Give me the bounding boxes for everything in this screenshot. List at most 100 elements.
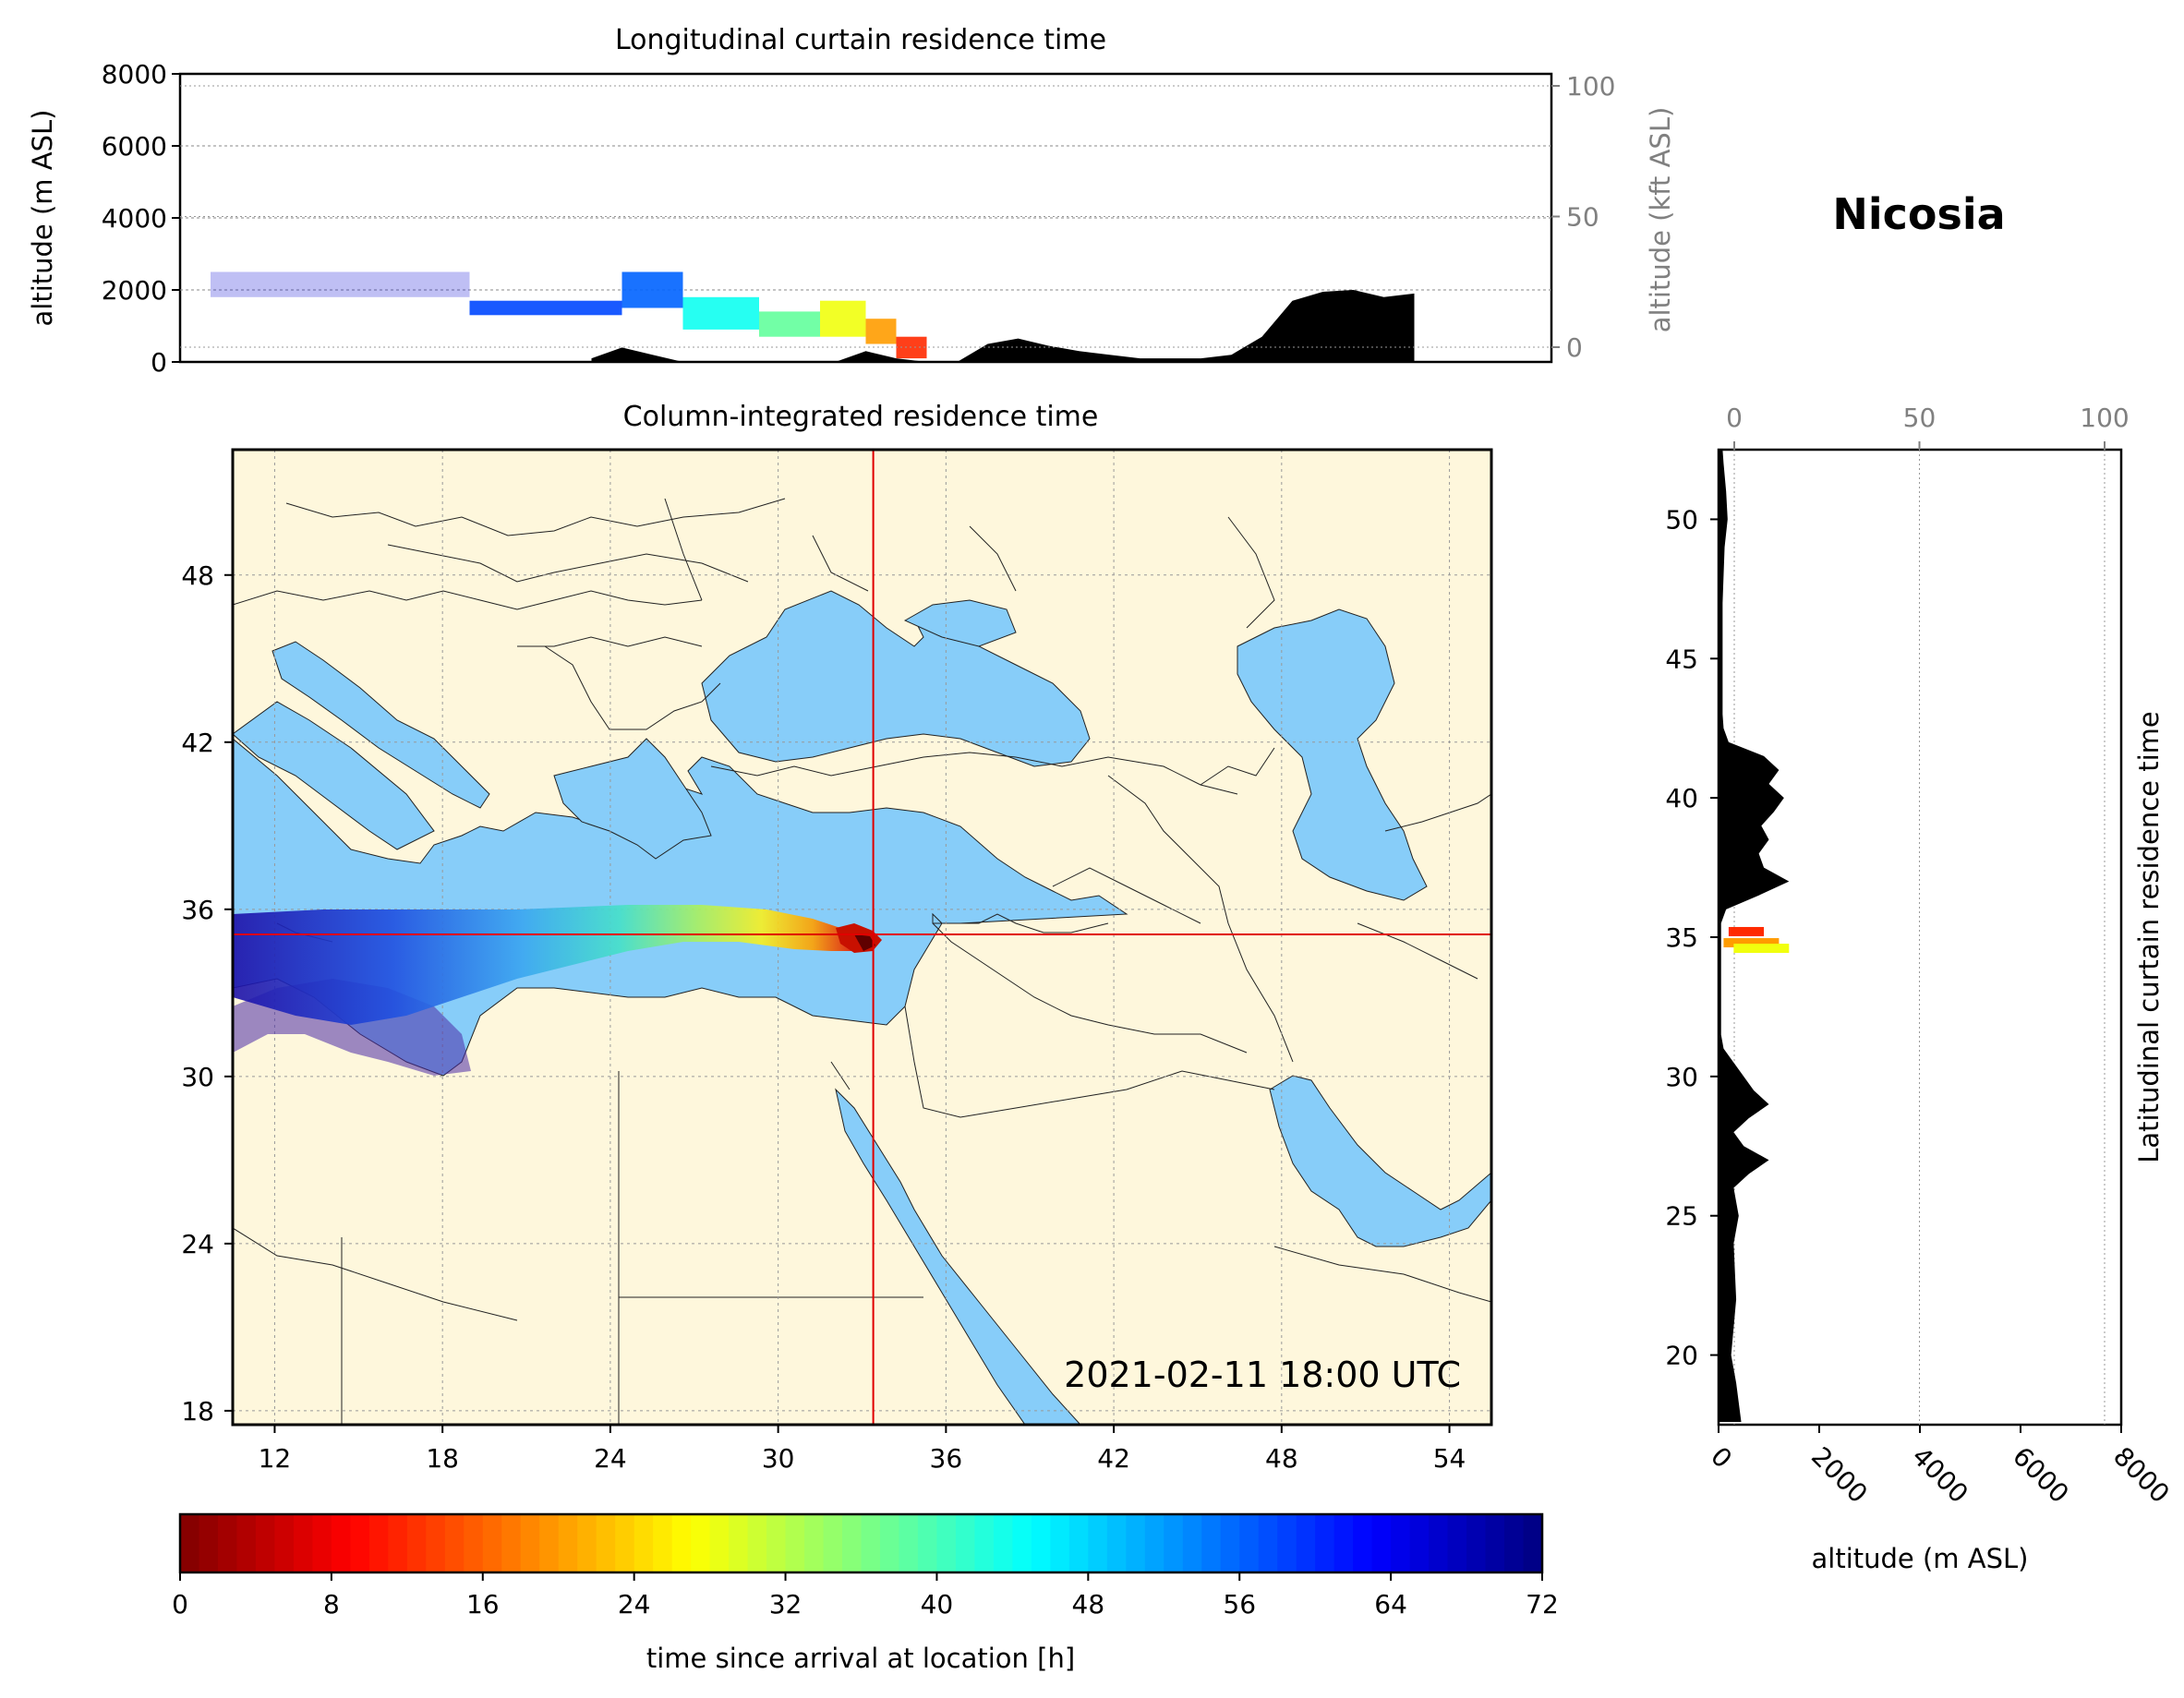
colorbar-cell xyxy=(1485,1514,1505,1572)
latitudinal-ytick-label: 30 xyxy=(1665,1062,1698,1092)
colorbar-cell xyxy=(1164,1514,1184,1572)
colorbar-cell xyxy=(1220,1514,1240,1572)
map-title: Column-integrated residence time xyxy=(623,401,1099,433)
colorbar-cell xyxy=(577,1514,597,1572)
colorbar-cell xyxy=(955,1514,976,1572)
colorbar-label: time since arrival at location [h] xyxy=(646,1643,1075,1674)
latitudinal-xtick-label: 0 xyxy=(1705,1441,1738,1475)
colorbar-tick-label: 32 xyxy=(769,1589,802,1620)
longitudinal-plume-cell xyxy=(896,336,927,359)
colorbar-cell xyxy=(1239,1514,1260,1572)
colorbar-cell xyxy=(199,1514,219,1572)
latitudinal-xlabel: altitude (m ASL) xyxy=(1812,1543,2029,1574)
colorbar-cell xyxy=(747,1514,767,1572)
longitudinal-ylabel-right: altitude (kft ASL) xyxy=(1645,107,1676,333)
colorbar-cell xyxy=(1353,1514,1373,1572)
colorbar-cell xyxy=(1466,1514,1487,1572)
colorbar-cell xyxy=(293,1514,314,1572)
colorbar-cell xyxy=(1409,1514,1430,1572)
colorbar-cell xyxy=(1504,1514,1525,1572)
latitudinal-plume-cell xyxy=(1723,938,1780,948)
colorbar-cell xyxy=(785,1514,805,1572)
colorbar-cell xyxy=(217,1514,238,1572)
colorbar-cell xyxy=(766,1514,787,1572)
map-xtick-label: 12 xyxy=(259,1443,292,1474)
latitudinal-ytick-label: 45 xyxy=(1665,644,1698,674)
colorbar-cell xyxy=(539,1514,560,1572)
longitudinal-plume-cell xyxy=(621,271,683,308)
longitudinal-left-ticks: 0 2000 4000 6000 8000 xyxy=(102,59,180,378)
colorbar-cell xyxy=(1088,1514,1108,1572)
colorbar-cell xyxy=(861,1514,881,1572)
latitudinal-ytick-label: 25 xyxy=(1665,1201,1698,1232)
timestamp-label: 2021-02-11 18:00 UTC xyxy=(1064,1355,1461,1395)
colorbar-cell xyxy=(633,1514,654,1572)
colorbar-cell xyxy=(482,1514,502,1572)
latitudinal-x-ticks: 0 2000 4000 6000 8000 xyxy=(1705,1425,2176,1509)
map-ytick-label: 42 xyxy=(181,728,214,758)
colorbar-cell xyxy=(1277,1514,1297,1572)
map-ytick-label: 30 xyxy=(181,1062,214,1092)
longitudinal-ytick-label: 6000 xyxy=(102,131,167,162)
colorbar-cell xyxy=(823,1514,843,1572)
colorbar-cell xyxy=(426,1514,446,1572)
colorbar-tick-label: 48 xyxy=(1072,1589,1105,1620)
colorbar-tick-label: 16 xyxy=(466,1589,500,1620)
black-sea xyxy=(701,590,1091,767)
longitudinal-ylabel: altitude (m ASL) xyxy=(27,110,58,327)
latitudinal-ytick-label: 35 xyxy=(1665,922,1698,953)
colorbar-cell xyxy=(406,1514,427,1572)
map-xtick-label: 42 xyxy=(1097,1443,1130,1474)
colorbar-cell xyxy=(671,1514,692,1572)
map-xtick-label: 24 xyxy=(594,1443,627,1474)
colorbar-cell xyxy=(1371,1514,1392,1572)
colorbar-cell xyxy=(1201,1514,1222,1572)
colorbar-cell xyxy=(729,1514,749,1572)
latitudinal-xtick-label: 2000 xyxy=(1805,1441,1874,1510)
latitudinal-ytick-label: 40 xyxy=(1665,783,1698,813)
map-x-ticks: 12 18 24 30 36 42 48 54 xyxy=(259,1425,1466,1474)
longitudinal-grid xyxy=(180,145,1551,291)
colorbar-cell xyxy=(917,1514,938,1572)
latitudinal-kft-tick-label: 100 xyxy=(2080,403,2129,433)
map-ytick-label: 24 xyxy=(181,1229,214,1259)
colorbar-frame xyxy=(178,1512,1544,1574)
colorbar-cell xyxy=(691,1514,711,1572)
caspian-sea xyxy=(1237,608,1428,901)
colorbar-cell xyxy=(1429,1514,1449,1572)
longitudinal-ytick-label: 8000 xyxy=(102,59,167,90)
colorbar-cell xyxy=(709,1514,730,1572)
longitudinal-ytick-label: 0 xyxy=(151,347,167,378)
adriatic-sea xyxy=(271,641,490,809)
longitudinal-plume-cell xyxy=(469,300,622,316)
longitudinal-ytick-label: 2000 xyxy=(102,275,167,306)
longitudinal-plume-cell xyxy=(211,271,470,297)
colorbar-cell xyxy=(464,1514,484,1572)
colorbar-tick-label: 8 xyxy=(323,1589,340,1620)
latitudinal-ytick-label: 20 xyxy=(1665,1341,1698,1371)
colorbar-cell xyxy=(255,1514,276,1572)
colorbar-cell xyxy=(1012,1514,1032,1572)
colorbar-cell xyxy=(842,1514,863,1572)
longitudinal-kft-tick-label: 0 xyxy=(1566,332,1583,363)
longitudinal-plume-cell xyxy=(759,311,820,337)
longitudinal-plume xyxy=(211,271,927,359)
map-frame xyxy=(231,448,1493,1427)
colorbar-ticks: 0 8 16 24 32 40 48 56 64 72 xyxy=(172,1572,1559,1620)
colorbar-cell xyxy=(1106,1514,1127,1572)
map-plume-core xyxy=(854,934,875,951)
longitudinal-curtain-panel: Longitudinal curtain residence time 0 200… xyxy=(27,24,1676,378)
colorbar-cell xyxy=(388,1514,408,1572)
location-title: Nicosia xyxy=(1832,189,2005,239)
colorbar-cell xyxy=(596,1514,616,1572)
map-ytick-label: 18 xyxy=(181,1396,214,1427)
colorbar-cell xyxy=(1296,1514,1316,1572)
latitudinal-xtick-label: 6000 xyxy=(2007,1441,2075,1510)
colorbar-cell xyxy=(1068,1514,1089,1572)
colorbar-cell xyxy=(1315,1514,1335,1572)
colorbar-cell xyxy=(444,1514,465,1572)
latitudinal-ytick-label: 50 xyxy=(1665,504,1698,535)
map-xtick-label: 36 xyxy=(930,1443,963,1474)
colorbar-tick-label: 56 xyxy=(1223,1589,1256,1620)
